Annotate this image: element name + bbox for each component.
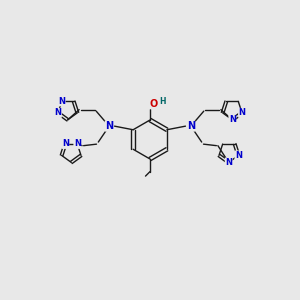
Text: N: N	[58, 97, 65, 106]
Text: N: N	[229, 115, 236, 124]
Text: N: N	[225, 158, 232, 167]
Text: H: H	[159, 97, 166, 106]
Text: N: N	[238, 108, 245, 117]
Text: N: N	[187, 121, 195, 131]
Text: N: N	[235, 151, 242, 160]
Text: O: O	[150, 99, 158, 109]
Text: N: N	[105, 121, 113, 131]
Text: N: N	[55, 108, 62, 117]
Text: N: N	[62, 140, 69, 148]
Text: N: N	[74, 140, 81, 148]
